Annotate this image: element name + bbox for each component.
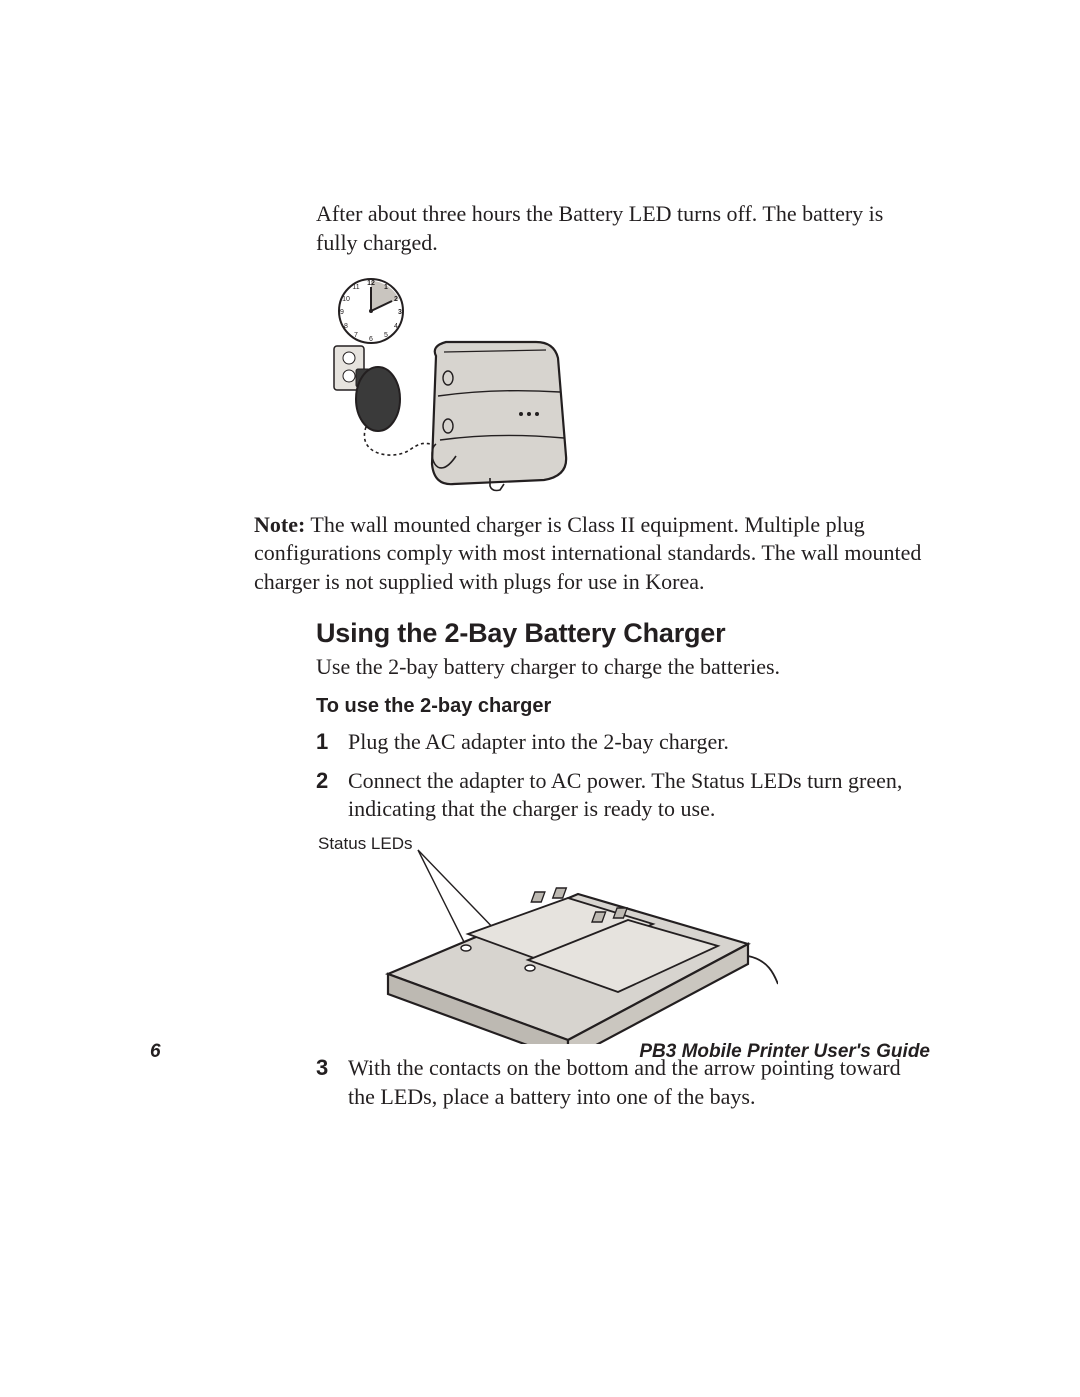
svg-text:9: 9 — [340, 309, 344, 316]
svg-text:8: 8 — [344, 323, 348, 330]
charger-clock-illustration: 12 1 2 3 4 5 6 7 8 9 10 11 — [316, 271, 576, 501]
note-body: The wall mounted charger is Class II equ… — [254, 512, 921, 593]
step-number: 2 — [316, 767, 336, 824]
svg-text:3: 3 — [398, 309, 402, 316]
svg-text:12: 12 — [367, 280, 375, 287]
note-block: Note: The wall mounted charger is Class … — [150, 511, 930, 595]
svg-text:6: 6 — [369, 336, 373, 343]
svg-text:5: 5 — [384, 332, 388, 339]
pencil-note-icon — [150, 511, 230, 595]
steps-list: 1 Plug the AC adapter into the 2-bay cha… — [316, 728, 930, 824]
intro-paragraph: After about three hours the Battery LED … — [316, 200, 930, 257]
step-text: Plug the AC adapter into the 2-bay charg… — [348, 728, 729, 757]
svg-text:2: 2 — [394, 296, 398, 303]
svg-text:11: 11 — [352, 284, 359, 291]
guide-title: PB3 Mobile Printer User's Guide — [639, 1041, 930, 1063]
svg-text:1: 1 — [384, 284, 388, 291]
section-intro: Use the 2-bay battery charger to charge … — [316, 653, 930, 682]
svg-text:7: 7 — [354, 332, 358, 339]
page-footer: 6 PB3 Mobile Printer User's Guide — [150, 1041, 930, 1063]
document-page: After about three hours the Battery LED … — [0, 0, 1080, 1397]
step-item: 2 Connect the adapter to AC power. The S… — [316, 767, 930, 824]
step-item: 1 Plug the AC adapter into the 2-bay cha… — [316, 728, 930, 757]
note-text: Note: The wall mounted charger is Class … — [254, 511, 930, 595]
two-bay-charger-illustration: Status LEDs — [318, 834, 778, 1044]
step-text: Connect the adapter to AC power. The Sta… — [348, 767, 930, 824]
svg-text:4: 4 — [394, 323, 398, 330]
sub-heading: To use the 2-bay charger — [316, 695, 930, 718]
section-heading: Using the 2-Bay Battery Charger — [316, 618, 930, 649]
step-number: 1 — [316, 728, 336, 757]
illustration-2-svg — [318, 834, 778, 1044]
status-leds-callout-label: Status LEDs — [318, 834, 413, 854]
illustration-1-svg: 12 1 2 3 4 5 6 7 8 9 10 11 — [316, 271, 576, 501]
page-number: 6 — [150, 1041, 161, 1063]
note-label: Note: — [254, 512, 305, 537]
svg-text:10: 10 — [342, 296, 350, 303]
